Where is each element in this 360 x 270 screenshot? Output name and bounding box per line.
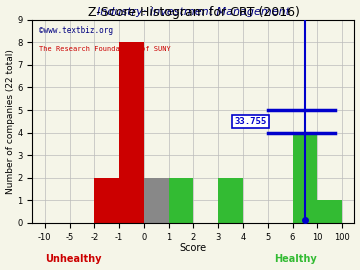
Text: ©www.textbiz.org: ©www.textbiz.org bbox=[39, 26, 113, 35]
Bar bbox=[293, 133, 317, 223]
Text: 33.755: 33.755 bbox=[234, 117, 266, 126]
Y-axis label: Number of companies (22 total): Number of companies (22 total) bbox=[5, 49, 14, 194]
Title: Z-Score Histogram for CRT (2016): Z-Score Histogram for CRT (2016) bbox=[87, 6, 300, 19]
Bar bbox=[317, 200, 342, 223]
Bar bbox=[119, 42, 144, 223]
Bar bbox=[94, 178, 119, 223]
Text: The Research Foundation of SUNY: The Research Foundation of SUNY bbox=[39, 46, 171, 52]
X-axis label: Score: Score bbox=[180, 243, 207, 253]
Bar bbox=[144, 178, 169, 223]
Text: Healthy: Healthy bbox=[274, 254, 317, 264]
Text: Unhealthy: Unhealthy bbox=[45, 254, 102, 264]
Bar bbox=[169, 178, 193, 223]
Bar bbox=[218, 178, 243, 223]
Text: Industry: Investment Management: Industry: Investment Management bbox=[97, 7, 290, 17]
